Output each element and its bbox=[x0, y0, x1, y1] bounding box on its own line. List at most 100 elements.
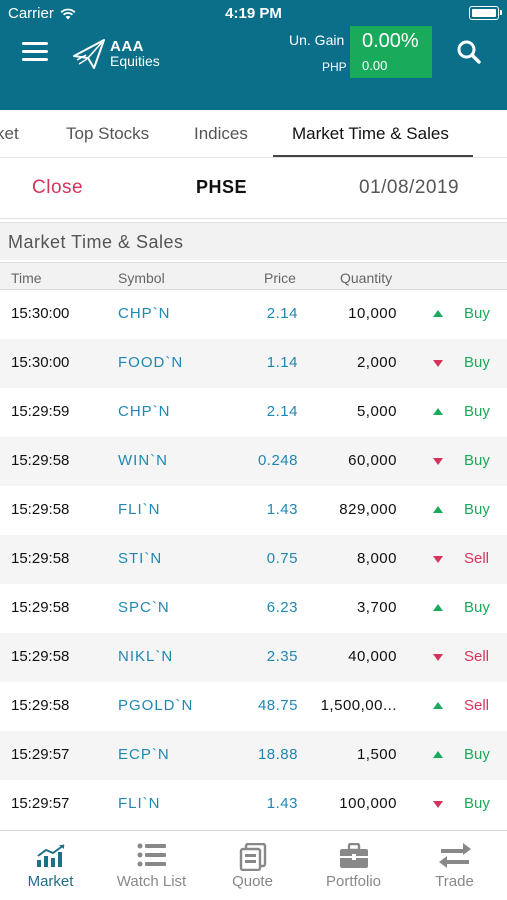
gain-percent: 0.00% bbox=[362, 30, 419, 52]
quote-icon bbox=[239, 843, 266, 871]
price-down-arrow-icon bbox=[433, 360, 443, 367]
tab-market-time-sales[interactable]: Market Time & Sales bbox=[292, 124, 449, 143]
menu-button[interactable] bbox=[22, 42, 50, 64]
trade-side: Buy bbox=[464, 599, 490, 616]
trade-side: Buy bbox=[464, 403, 490, 420]
trade-side: Buy bbox=[464, 452, 490, 469]
price-up-arrow-icon bbox=[433, 506, 443, 513]
trade-symbol[interactable]: FLI`N bbox=[118, 795, 161, 812]
trade-price: 6.23 bbox=[266, 599, 298, 616]
price-up-arrow-icon bbox=[433, 702, 443, 709]
active-tab-indicator bbox=[273, 155, 473, 157]
section-title: Market Time & Sales bbox=[8, 232, 184, 252]
trade-symbol[interactable]: NIKL`N bbox=[118, 648, 174, 665]
trade-symbol[interactable]: STI`N bbox=[118, 550, 163, 567]
table-row[interactable]: 15:29:58 SPC`N 6.23 3,700 Buy bbox=[0, 584, 507, 633]
nav-portfolio[interactable]: Portfolio bbox=[303, 831, 404, 900]
trade-quantity: 60,000 bbox=[348, 452, 397, 469]
trade-symbol[interactable]: PGOLD`N bbox=[118, 697, 194, 714]
battery-icon bbox=[469, 6, 502, 20]
paper-plane-logo-icon bbox=[73, 39, 105, 69]
table-row[interactable]: 15:29:57 ECP`N 18.88 1,500 Buy bbox=[0, 731, 507, 780]
trade-price: 0.248 bbox=[257, 452, 298, 469]
price-down-arrow-icon bbox=[433, 458, 443, 465]
trade-time: 15:29:58 bbox=[11, 599, 70, 616]
search-button[interactable] bbox=[456, 39, 482, 65]
nav-label: Quote bbox=[232, 873, 273, 890]
tab-indices[interactable]: Indices bbox=[194, 124, 248, 143]
status-bar: Carrier 4:19 PM bbox=[0, 0, 507, 26]
trade-price: 1.14 bbox=[266, 354, 298, 371]
carrier-label: Carrier bbox=[8, 5, 54, 22]
trade-quantity: 5,000 bbox=[356, 403, 397, 420]
trade-side: Buy bbox=[464, 795, 490, 812]
table-row[interactable]: 15:29:58 WIN`N 0.248 60,000 Buy bbox=[0, 437, 507, 486]
trade-price: 2.14 bbox=[266, 403, 298, 420]
trade-symbol[interactable]: ECP`N bbox=[118, 746, 170, 763]
section-header: Market Time & Sales bbox=[0, 222, 507, 260]
table-row[interactable]: 15:29:58 PGOLD`N 48.75 1,500,00... Sell bbox=[0, 682, 507, 731]
trade-arrows-icon bbox=[438, 843, 471, 868]
nav-label: Portfolio bbox=[325, 873, 382, 890]
trade-quantity: 1,500,00... bbox=[320, 697, 397, 714]
market-close-status[interactable]: Close bbox=[32, 177, 84, 198]
trade-symbol[interactable]: CHP`N bbox=[118, 403, 171, 420]
table-header: Time Symbol Price Quantity bbox=[0, 262, 507, 290]
hamburger-icon-bar bbox=[22, 42, 48, 45]
unrealized-gain-box: 0.00% 0.00 bbox=[350, 26, 432, 78]
table-row[interactable]: 15:30:00 FOOD`N 1.14 2,000 Buy bbox=[0, 339, 507, 388]
price-up-arrow-icon bbox=[433, 604, 443, 611]
nav-label: Watch List bbox=[116, 873, 187, 890]
clock: 4:19 PM bbox=[225, 5, 282, 22]
unrealized-gain-label: Un. Gain bbox=[289, 32, 345, 48]
market-date: 01/08/2019 bbox=[359, 177, 460, 198]
table-row[interactable]: 15:30:00 CHP`N 2.14 10,000 Buy bbox=[0, 290, 507, 339]
trade-time: 15:29:58 bbox=[11, 550, 70, 567]
trade-price: 18.88 bbox=[257, 746, 298, 763]
table-row[interactable]: 15:29:59 CHP`N 2.14 5,000 Buy bbox=[0, 388, 507, 437]
table-row[interactable]: 15:29:58 NIKL`N 2.35 40,000 Sell bbox=[0, 633, 507, 682]
trade-side: Sell bbox=[464, 648, 490, 665]
gain-amount: 0.00 bbox=[362, 58, 388, 73]
column-header-quantity: Quantity bbox=[340, 270, 393, 286]
trade-time: 15:29:58 bbox=[11, 648, 70, 665]
trade-symbol[interactable]: SPC`N bbox=[118, 599, 170, 616]
wifi-icon bbox=[60, 8, 76, 19]
price-down-arrow-icon bbox=[433, 801, 443, 808]
market-chart-icon bbox=[36, 844, 65, 867]
trade-price: 1.43 bbox=[266, 795, 298, 812]
trade-price: 0.75 bbox=[266, 550, 298, 567]
table-row[interactable]: 15:29:57 FLI`N 1.43 100,000 Buy bbox=[0, 780, 507, 829]
tab-market[interactable]: ket bbox=[0, 124, 19, 143]
trade-quantity: 3,700 bbox=[356, 599, 397, 616]
column-header-time: Time bbox=[11, 270, 42, 286]
trade-side: Buy bbox=[464, 354, 490, 371]
table-row[interactable]: 15:29:58 FLI`N 1.43 829,000 Buy bbox=[0, 486, 507, 535]
watch-list-icon bbox=[137, 843, 166, 867]
nav-watch-list[interactable]: Watch List bbox=[101, 831, 202, 900]
trade-quantity: 10,000 bbox=[348, 305, 397, 322]
trade-symbol[interactable]: FLI`N bbox=[118, 501, 161, 518]
trade-quantity: 100,000 bbox=[339, 795, 397, 812]
trade-price: 48.75 bbox=[257, 697, 298, 714]
trade-side: Buy bbox=[464, 746, 490, 763]
nav-label: Trade bbox=[435, 873, 474, 890]
trade-side: Sell bbox=[464, 697, 490, 714]
price-down-arrow-icon bbox=[433, 556, 443, 563]
trade-symbol[interactable]: CHP`N bbox=[118, 305, 171, 322]
nav-label: Market bbox=[27, 873, 74, 890]
trade-side: Buy bbox=[464, 305, 490, 322]
nav-trade[interactable]: Trade bbox=[404, 831, 505, 900]
portfolio-briefcase-icon bbox=[339, 843, 368, 868]
nav-market[interactable]: Market bbox=[0, 831, 101, 900]
time-sales-table[interactable]: 15:30:00 CHP`N 2.14 10,000 Buy 15:30:00 … bbox=[0, 290, 507, 830]
hamburger-icon-bar bbox=[22, 50, 48, 53]
trade-symbol[interactable]: WIN`N bbox=[118, 452, 168, 469]
table-row[interactable]: 15:29:58 STI`N 0.75 8,000 Sell bbox=[0, 535, 507, 584]
trade-time: 15:29:58 bbox=[11, 452, 70, 469]
tab-top-stocks[interactable]: Top Stocks bbox=[66, 124, 150, 143]
nav-quote[interactable]: Quote bbox=[202, 831, 303, 900]
trade-quantity: 8,000 bbox=[356, 550, 397, 567]
carrier-indicator: Carrier bbox=[8, 5, 76, 22]
trade-symbol[interactable]: FOOD`N bbox=[118, 354, 184, 371]
